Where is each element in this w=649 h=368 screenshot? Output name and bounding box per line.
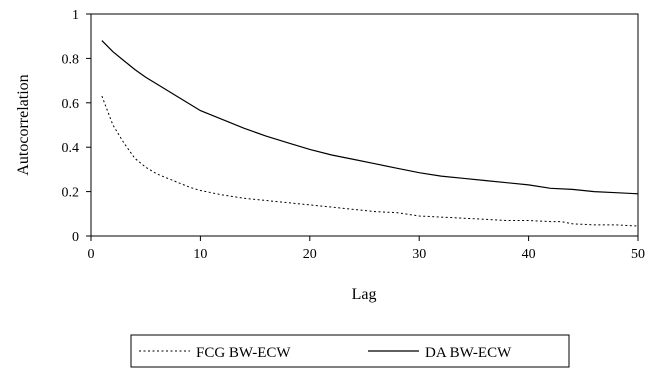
- x-tick-label: 50: [631, 247, 645, 262]
- legend-label-da-bw-ecw: DA BW-ECW: [425, 345, 512, 361]
- y-tick-label: 0.8: [62, 52, 80, 67]
- x-tick-label: 40: [522, 247, 536, 262]
- y-tick-label: 0.2: [62, 186, 80, 201]
- series-layer: [101, 40, 639, 227]
- x-axis-title: Lag: [352, 286, 377, 303]
- x-tick-label: 20: [303, 247, 317, 262]
- y-tick-label: 0.6: [62, 97, 80, 112]
- y-tick-label: 0.4: [62, 141, 80, 156]
- x-tick-label: 0: [88, 247, 95, 262]
- ticks-layer: 0 10 20 30 40 50 0 0.2 0.4 0.6 0.8 1: [62, 8, 646, 262]
- plot-area: [90, 13, 639, 237]
- x-tick-label: 10: [193, 247, 207, 262]
- legend-box: [130, 334, 570, 368]
- y-axis-title: Autocorrelation: [15, 74, 32, 175]
- series-line-fcg-bw-ecw: [101, 95, 639, 227]
- x-tick-label: 30: [412, 247, 426, 262]
- legend: FCG BW-ECW DA BW-ECW: [130, 334, 570, 368]
- legend-label-fcg-bw-ecw: FCG BW-ECW: [196, 345, 291, 361]
- y-tick-label: 1: [72, 8, 79, 23]
- y-tick-label: 0: [72, 230, 79, 245]
- series-line-da-bw-ecw: [101, 40, 639, 195]
